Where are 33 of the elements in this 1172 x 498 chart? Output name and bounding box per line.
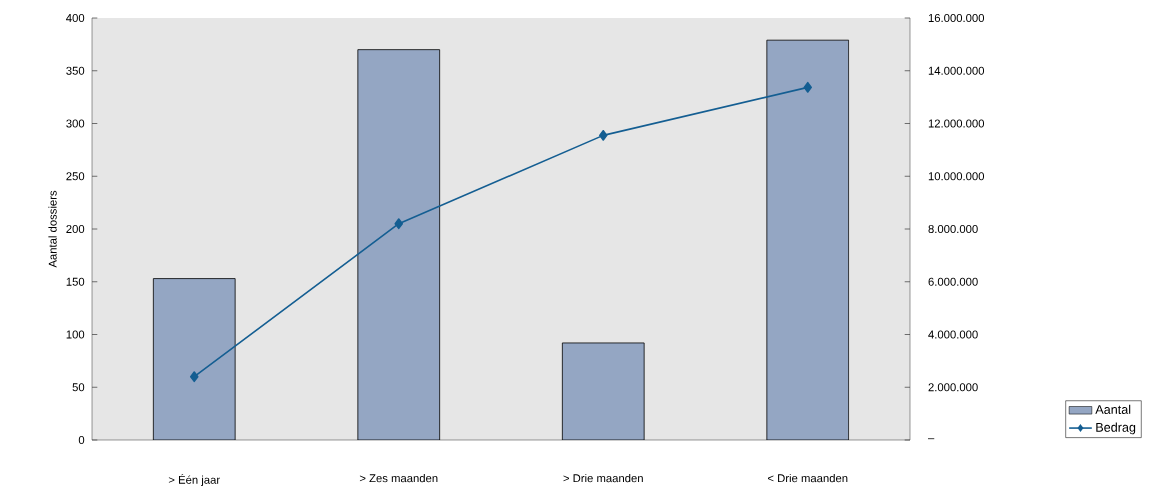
x-tick-label: < Drie maanden — [767, 473, 848, 483]
legend-label: Aantal — [1095, 404, 1131, 414]
y2-tick-label: – — [927, 438, 935, 440]
y-tick-label: 400 — [66, 14, 85, 22]
point — [189, 371, 199, 383]
legend-label: Bedrag — [1096, 422, 1136, 435]
y-tick-label: 0 — [78, 436, 85, 444]
y2-tick-label: 2.000.000 — [928, 383, 978, 392]
y-tick-label: 50 — [72, 383, 85, 392]
y2-tick-label: 12.000.000 — [928, 119, 985, 128]
y-tick-label: 250 — [66, 172, 85, 181]
x-tick-label: > Één jaar — [168, 473, 220, 487]
bar — [357, 49, 441, 440]
y2-tick-label: 16.000.000 — [928, 14, 985, 22]
y2-tick-label: 8.000.000 — [928, 225, 978, 233]
y-tick-label: 150 — [66, 277, 85, 286]
point — [394, 218, 404, 230]
y-tick-label: 200 — [66, 225, 85, 233]
bar — [561, 342, 645, 440]
y-tick-label: 100 — [66, 330, 85, 339]
y2-tick-label: 10.000.000 — [928, 172, 985, 181]
x-tick-label: > Drie maanden — [563, 473, 643, 483]
bar — [766, 39, 850, 440]
y-tick-label: 300 — [66, 119, 85, 128]
y-axis-title: Aantal dossiers — [48, 190, 57, 268]
y-tick-label: 350 — [66, 66, 85, 75]
y2-tick-label: 6.000.000 — [928, 277, 978, 286]
point — [803, 81, 813, 93]
y2-tick-label: 14.000.000 — [928, 66, 985, 75]
y2-tick-label: 4.000.000 — [928, 330, 978, 339]
x-tick-label: > Zes maanden — [359, 473, 438, 483]
bar — [152, 278, 236, 440]
point — [598, 129, 608, 141]
